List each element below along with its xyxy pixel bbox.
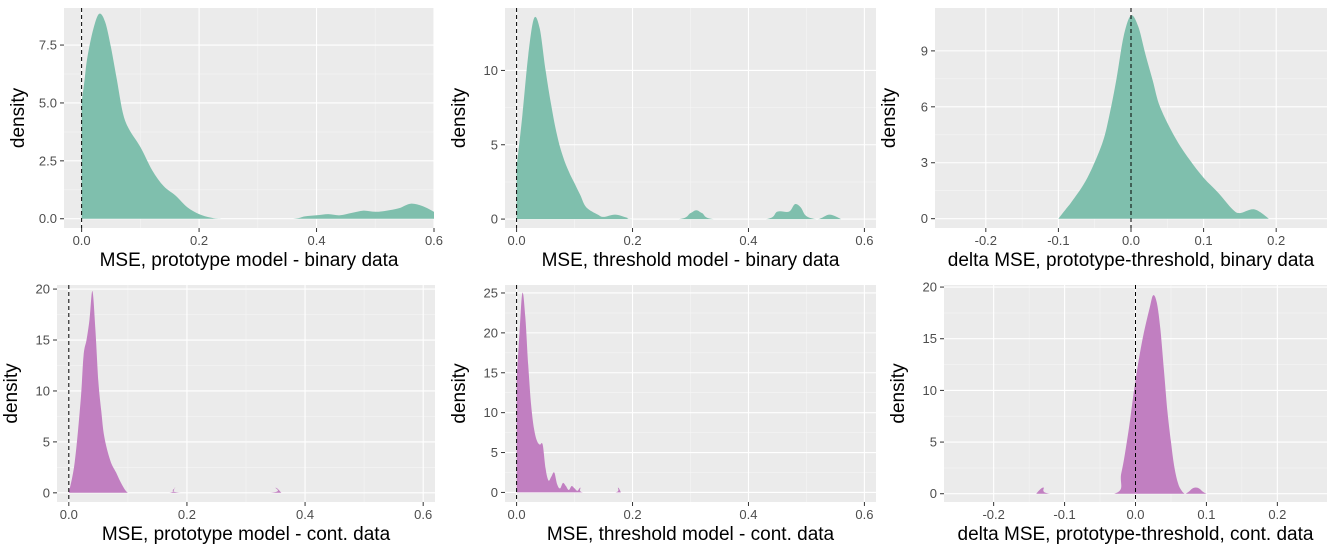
x-axis-title: MSE, prototype model - binary data <box>100 250 399 271</box>
y-axis-title: density <box>1 363 22 424</box>
x-tick-label: 0.2 <box>190 233 208 248</box>
y-tick-label: 2.5 <box>39 153 57 168</box>
chart-panel-5: 0.0 0.2 0.4 0.6 0 5 10 15 20 25 MSE, threshold mod… <box>449 285 876 545</box>
x-tick-label: 0.2 <box>623 233 641 248</box>
y-tick-label: 20 <box>923 280 937 295</box>
y-tick-label: 10 <box>484 405 498 420</box>
x-tick-label: 0.0 <box>1126 507 1144 522</box>
y-tick-label: 10 <box>923 383 937 398</box>
density-area <box>1058 15 1269 219</box>
x-tick-label: 0.0 <box>60 507 78 522</box>
y-tick-label: 15 <box>923 331 937 346</box>
x-tick-label: 0.0 <box>508 233 526 248</box>
x-tick-label: 0.1 <box>1195 233 1213 248</box>
y-axis-title: density <box>888 363 909 424</box>
density-area <box>516 16 842 220</box>
x-tick-label: 0.0 <box>73 233 91 248</box>
y-tick-label: 0 <box>930 486 937 501</box>
x-tick-label: 0.0 <box>508 507 526 522</box>
x-tick-label: 0.4 <box>308 233 326 248</box>
x-tick-label: 0.6 <box>855 507 873 522</box>
y-tick-label: 10 <box>484 63 498 78</box>
y-tick-label: 6 <box>921 99 928 114</box>
y-tick-label: 7.5 <box>39 38 57 53</box>
x-tick-label: 0.4 <box>739 233 757 248</box>
y-axis-title: density <box>449 87 470 148</box>
y-tick-label: 5.0 <box>39 95 57 110</box>
x-tick-label: 0.4 <box>296 507 314 522</box>
x-tick-label: -0.1 <box>1047 233 1069 248</box>
x-tick-label: 0.1 <box>1197 507 1215 522</box>
y-tick-label: 15 <box>36 333 50 348</box>
x-axis-title: MSE, threshold model - cont. data <box>547 524 835 545</box>
y-tick-label: 0 <box>491 485 498 500</box>
density-area <box>516 292 621 493</box>
x-tick-label: 0.6 <box>425 233 443 248</box>
y-tick-label: 15 <box>484 365 498 380</box>
y-tick-label: 10 <box>36 383 50 398</box>
y-axis-title: density <box>879 87 900 148</box>
y-tick-label: 25 <box>484 285 498 300</box>
y-tick-label: 0 <box>921 211 928 226</box>
x-tick-label: 0.2 <box>178 507 196 522</box>
y-tick-label: 5 <box>491 445 498 460</box>
x-tick-label: -0.2 <box>982 507 1004 522</box>
y-tick-label: 5 <box>930 435 937 450</box>
x-axis-title: delta MSE, prototype-threshold, cont. da… <box>958 524 1314 545</box>
x-tick-label: 0.2 <box>623 507 641 522</box>
y-axis-title: density <box>449 363 470 424</box>
x-tick-label: 0.2 <box>1268 507 1286 522</box>
y-tick-label: 0.0 <box>39 211 57 226</box>
x-tick-label: -0.1 <box>1053 507 1075 522</box>
x-tick-label: 0.0 <box>1122 233 1140 248</box>
x-tick-label: 0.6 <box>414 507 432 522</box>
y-tick-label: 20 <box>484 325 498 340</box>
y-tick-label: 9 <box>921 43 928 58</box>
density-area <box>68 291 282 493</box>
y-tick-label: 0 <box>43 485 50 500</box>
chart-panel-6: -0.2 -0.1 0.0 0.1 0.2 0 5 10 15 20 delta MSE, prot… <box>888 280 1327 545</box>
y-tick-label: 5 <box>491 137 498 152</box>
x-tick-label: -0.2 <box>975 233 997 248</box>
density-area <box>1036 295 1207 494</box>
chart-panel-2: 0.0 0.2 0.4 0.6 0 5 10 MSE, threshold model - b… <box>449 8 876 271</box>
x-axis-title: delta MSE, prototype-threshold, binary d… <box>948 250 1315 271</box>
x-tick-label: 0.4 <box>739 507 757 522</box>
chart-panel-1: 0.0 0.2 0.4 0.6 0.0 2.5 5.0 7.5 MSE, prototype m… <box>8 8 443 271</box>
x-axis-title: MSE, prototype model - cont. data <box>102 524 391 545</box>
x-axis-title: MSE, threshold model - binary data <box>542 250 840 271</box>
density-area <box>81 13 434 219</box>
x-tick-label: 0.2 <box>1267 233 1285 248</box>
chart-panel-3: -0.2 -0.1 0.0 0.1 0.2 0 3 6 9 delta MSE, prototyp… <box>879 8 1327 271</box>
y-tick-label: 5 <box>43 434 50 449</box>
y-tick-label: 3 <box>921 155 928 170</box>
y-tick-label: 20 <box>36 282 50 297</box>
x-tick-label: 0.6 <box>855 233 873 248</box>
chart-panel-4: 0.0 0.2 0.4 0.6 0 5 10 15 20 MSE, prototype model… <box>1 282 435 545</box>
y-axis-title: density <box>8 87 29 148</box>
y-tick-label: 0 <box>491 212 498 227</box>
